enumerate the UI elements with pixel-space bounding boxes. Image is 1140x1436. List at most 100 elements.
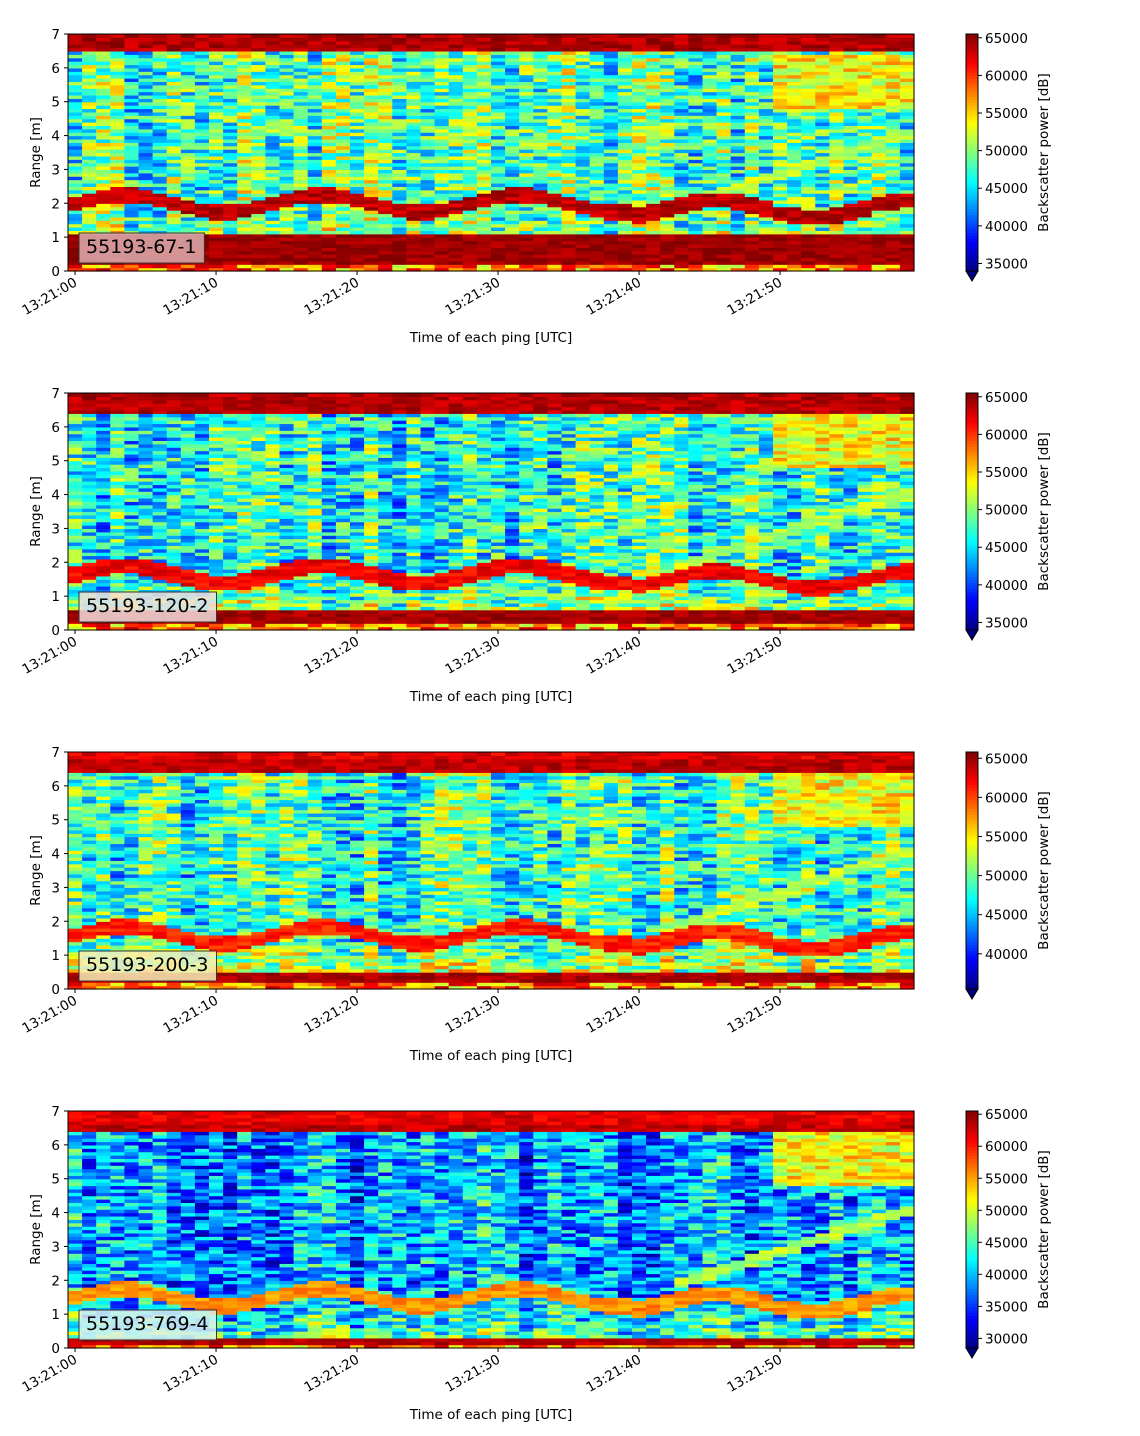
colorbar-tick-label: 35000 xyxy=(985,256,1028,272)
colorbar-tick-label: 40000 xyxy=(985,578,1028,594)
echogram-panel: 0 1 2 3 4 5 6 7 13:21:00 13:21:10 13:21:20 13:21:30… xyxy=(20,1104,1052,1423)
colorbar-tick-label: 65000 xyxy=(985,1107,1028,1123)
echogram-panel: 0 1 2 3 4 5 6 7 13:21:00 13:21:10 13:21:20 13:21:30… xyxy=(20,27,1052,346)
colorbar: 30000 35000 40000 45000 50000 55000 60000 65000… xyxy=(965,1107,1052,1359)
x-tick-label: 13:21:00 xyxy=(20,1352,81,1396)
colorbar-label: Backscatter power [dB] xyxy=(1036,73,1052,232)
colorbar: 35000 40000 45000 50000 55000 60000 65000 Backs… xyxy=(965,390,1052,641)
y-tick-label: 5 xyxy=(51,1172,60,1188)
colorbar-tick-label: 40000 xyxy=(985,947,1028,963)
y-tick-label: 0 xyxy=(51,623,60,639)
colorbar-tick-label: 55000 xyxy=(985,829,1028,845)
y-tick-label: 4 xyxy=(51,847,60,863)
y-tick-label: 6 xyxy=(51,420,60,436)
x-tick-label: 13:21:10 xyxy=(161,634,222,678)
y-tick-label: 5 xyxy=(51,813,60,829)
x-tick-label: 13:21:30 xyxy=(443,634,504,678)
y-tick-label: 5 xyxy=(51,454,60,470)
colorbar-tick-label: 45000 xyxy=(985,540,1028,556)
y-tick-label: 0 xyxy=(51,1341,60,1357)
x-tick-label: 13:21:10 xyxy=(161,1352,222,1396)
heatmap-cells xyxy=(68,1111,915,1349)
x-tick-label: 13:21:40 xyxy=(584,634,645,678)
colorbar-tick-label: 55000 xyxy=(985,465,1028,481)
colorbar-tick-label: 65000 xyxy=(985,751,1028,767)
y-tick-label: 7 xyxy=(51,745,60,761)
y-tick-label: 1 xyxy=(51,948,60,964)
x-tick-label: 13:21:20 xyxy=(302,275,363,319)
panel-label-box xyxy=(78,232,205,264)
x-tick-label: 13:21:50 xyxy=(725,275,786,319)
panel-label-box xyxy=(78,591,218,623)
panel-label-text: 55193-67-1 xyxy=(86,236,196,258)
colorbar-tick-label: 35000 xyxy=(985,615,1028,631)
heatmap-cells xyxy=(68,393,915,631)
x-tick-label: 13:21:10 xyxy=(161,275,222,319)
colorbar-tick-label: 60000 xyxy=(985,68,1028,84)
plot-frame xyxy=(67,751,915,990)
echogram-panel: 0 1 2 3 4 5 6 7 13:21:00 13:21:10 13:21:20 13:21:30… xyxy=(20,386,1052,705)
x-tick-label: 13:21:40 xyxy=(584,1352,645,1396)
colorbar-label: Backscatter power [dB] xyxy=(1036,432,1052,591)
colorbar: 40000 45000 50000 55000 60000 65000 Backscatte… xyxy=(965,751,1052,1000)
y-tick-label: 2 xyxy=(51,555,60,571)
panel-label: 55193-120-2 xyxy=(78,591,218,623)
x-tick-label: 13:21:00 xyxy=(20,993,81,1037)
y-tick-label: 4 xyxy=(51,129,60,145)
x-axis-label: Time of each ping [UTC] xyxy=(409,689,573,705)
y-axis-label: Range [m] xyxy=(28,476,44,547)
y-tick-label: 1 xyxy=(51,589,60,605)
colorbar-tick-label: 60000 xyxy=(985,1139,1028,1155)
y-tick-label: 2 xyxy=(51,914,60,930)
colorbar-tick-label: 55000 xyxy=(985,106,1028,122)
panel-label: 55193-769-4 xyxy=(78,1309,218,1341)
colorbar-tick-label: 65000 xyxy=(985,31,1028,47)
x-axis-label: Time of each ping [UTC] xyxy=(409,330,573,346)
y-tick-label: 6 xyxy=(51,1138,60,1154)
colorbar-tick-label: 50000 xyxy=(985,503,1028,519)
colorbar-label: Backscatter power [dB] xyxy=(1036,791,1052,950)
heatmap-cells xyxy=(68,34,915,272)
y-axis-label: Range [m] xyxy=(28,835,44,906)
colorbar-tick-label: 50000 xyxy=(985,1203,1028,1219)
colorbar-tick-label: 45000 xyxy=(985,181,1028,197)
colorbar-tick-label: 60000 xyxy=(985,790,1028,806)
y-tick-label: 7 xyxy=(51,386,60,402)
colorbar-extend-arrow xyxy=(965,988,979,1000)
y-tick-label: 3 xyxy=(51,162,60,178)
colorbar-extend-arrow xyxy=(965,270,979,282)
panel-label-text: 55193-769-4 xyxy=(86,1313,209,1335)
x-tick-label: 13:21:20 xyxy=(302,993,363,1037)
y-tick-label: 6 xyxy=(51,61,60,77)
colorbar-tick-label: 35000 xyxy=(985,1299,1028,1315)
colorbar-tick-label: 45000 xyxy=(985,1235,1028,1251)
y-tick-label: 5 xyxy=(51,95,60,111)
y-tick-label: 3 xyxy=(51,880,60,896)
heatmap-cells xyxy=(68,752,915,990)
y-tick-label: 4 xyxy=(51,1206,60,1222)
y-tick-label: 0 xyxy=(51,982,60,998)
y-tick-label: 0 xyxy=(51,264,60,280)
colorbar-tick-label: 50000 xyxy=(985,869,1028,885)
x-tick-label: 13:21:40 xyxy=(584,275,645,319)
x-tick-label: 13:21:10 xyxy=(161,993,222,1037)
panel-label-box xyxy=(78,1309,218,1341)
colorbar-tick-label: 60000 xyxy=(985,427,1028,443)
colorbar-extend-arrow xyxy=(965,629,979,641)
panel-label: 55193-200-3 xyxy=(78,950,218,982)
plot-frame xyxy=(67,1110,915,1349)
y-tick-label: 1 xyxy=(51,1307,60,1323)
x-axis-label: Time of each ping [UTC] xyxy=(409,1407,573,1423)
colorbar-tick-label: 40000 xyxy=(985,1267,1028,1283)
plot-frame xyxy=(67,392,915,631)
y-tick-label: 4 xyxy=(51,488,60,504)
x-tick-label: 13:21:00 xyxy=(20,275,81,319)
plot-frame xyxy=(67,33,915,272)
colorbar-tick-label: 40000 xyxy=(985,219,1028,235)
y-tick-label: 6 xyxy=(51,779,60,795)
x-tick-label: 13:21:20 xyxy=(302,1352,363,1396)
x-tick-label: 13:21:30 xyxy=(443,993,504,1037)
panel-label-box xyxy=(78,950,218,982)
colorbar-tick-label: 55000 xyxy=(985,1171,1028,1187)
colorbar-extend-arrow xyxy=(965,1347,979,1359)
